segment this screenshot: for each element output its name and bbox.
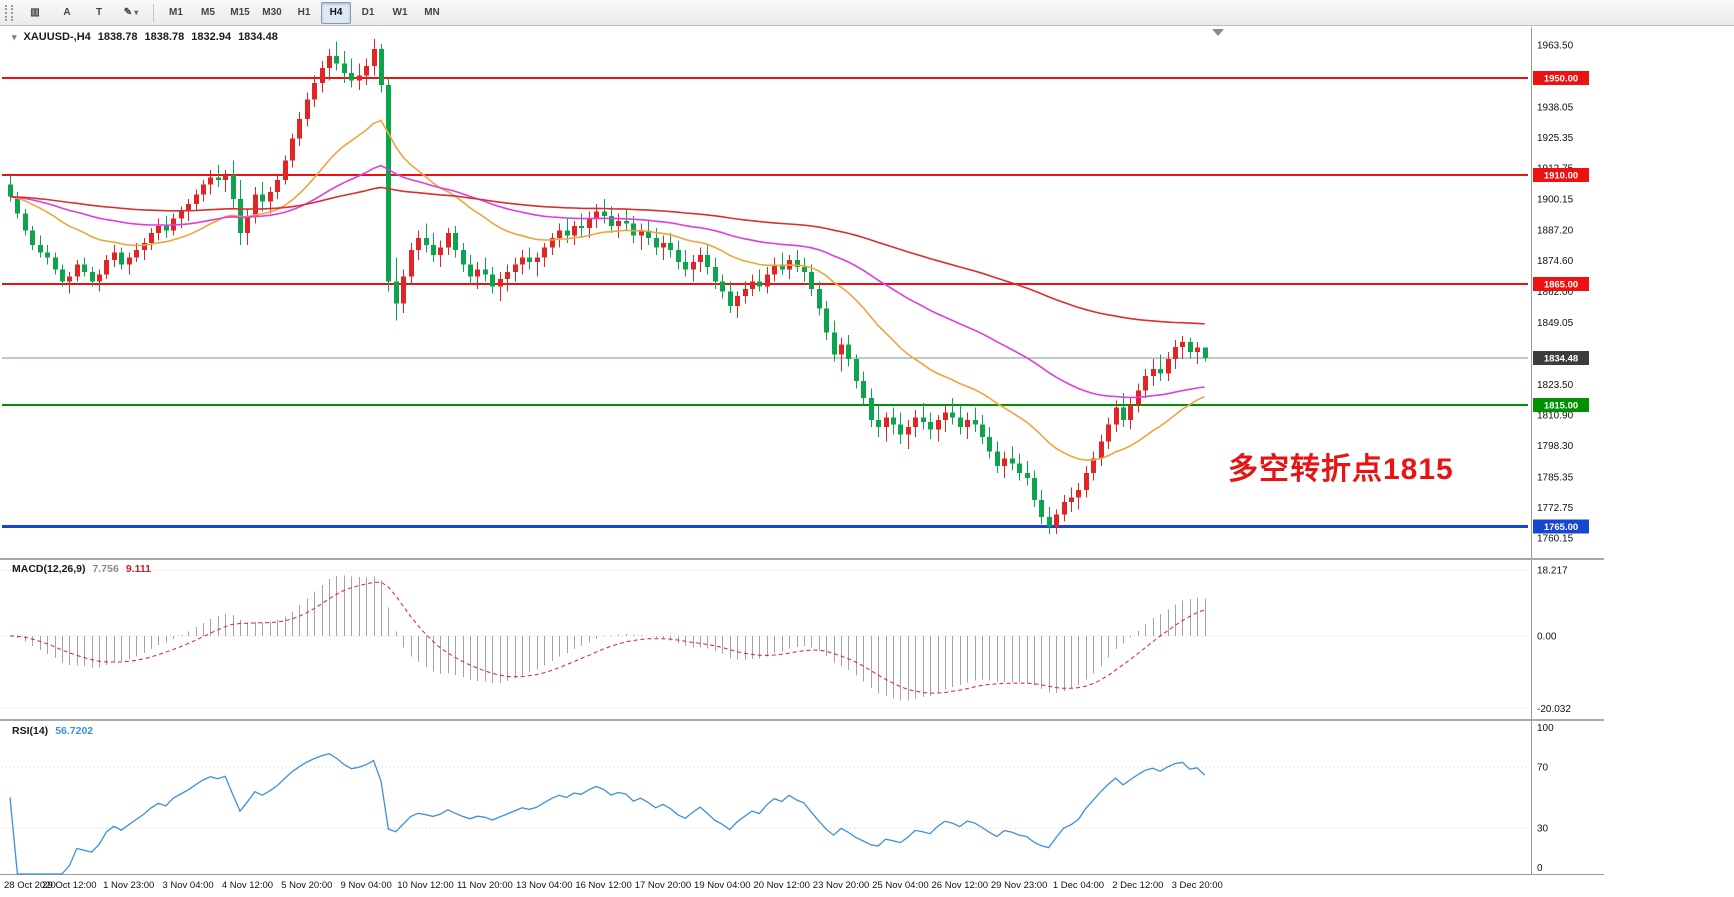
date-label: 29 Nov 23:00	[991, 880, 1048, 891]
price-tick-label: 1862.00	[1537, 287, 1574, 298]
price-badge-label: 1834.48	[1544, 354, 1578, 365]
ohlc-close: 1834.48	[238, 31, 278, 43]
price-tick-label: 1849.05	[1537, 318, 1574, 329]
price-tick-label: 1785.35	[1537, 473, 1574, 484]
annotation-text: 多空转折点1815	[1228, 453, 1454, 486]
macd-name: MACD(12,26,9)	[12, 563, 86, 575]
cursor-tool-button[interactable]: A	[63, 7, 71, 18]
timeframe-button-H4[interactable]: H4	[321, 1, 351, 24]
price-badge-label: 1910.00	[1544, 170, 1578, 181]
price-tick-label: 1938.05	[1537, 102, 1574, 113]
rsi-value: 56.7202	[55, 725, 94, 737]
macd-axis-label: -20.032	[1537, 704, 1571, 715]
price-badge	[1533, 167, 1589, 182]
date-label: 9 Nov 04:00	[341, 880, 392, 891]
drawing-tools-button[interactable]: ✎ ▾	[123, 7, 139, 18]
ohlc-open: 1838.78	[97, 31, 138, 43]
timeframe-buttons: M1 M5 M15 M30 H1 H4 D1 W1 MN	[161, 1, 447, 24]
ma-line-24	[9, 119, 1205, 461]
date-label: 4 Nov 12:00	[222, 880, 273, 891]
date-label: 28 Oct 2020	[4, 880, 56, 891]
price-badge	[1533, 351, 1589, 366]
price-tick-label: 1810.90	[1537, 411, 1574, 422]
ohlc-high: 1838.78	[144, 31, 185, 43]
candles	[8, 39, 1208, 534]
timeframe-button-M1[interactable]: M1	[169, 7, 183, 18]
toolbar-grip[interactable]	[5, 4, 13, 21]
timeframe-button-MN[interactable]: MN	[424, 7, 440, 18]
rsi-axis-label: 0	[1537, 863, 1543, 874]
date-label: 10 Nov 12:00	[397, 880, 454, 891]
chart-title: ▾ XAUUSD-,H4 1838.78 1838.78 1832.94 183…	[12, 31, 278, 43]
price-badge-label: 1865.00	[1544, 280, 1578, 291]
price-badge	[1533, 277, 1589, 292]
ma-line-60	[9, 164, 1205, 399]
macd-signal-line	[9, 581, 1205, 694]
chevron-down-icon[interactable]: ▾	[12, 31, 17, 42]
tool-buttons: ▥ A T ✎ ▾	[20, 2, 146, 24]
price-tick-label: 1798.30	[1537, 441, 1574, 452]
price-tick-label: 1874.60	[1537, 256, 1574, 267]
date-label: 16 Nov 12:00	[575, 880, 632, 891]
macd-axis-label: 18.217	[1537, 566, 1568, 577]
rsi-line	[9, 752, 1206, 875]
price-tick-label: 1760.15	[1537, 534, 1574, 545]
price-badge	[1533, 519, 1589, 534]
price-badge-label: 1815.00	[1544, 401, 1578, 412]
chevron-down-icon: ▾	[134, 8, 139, 17]
ohlc-low: 1832.94	[191, 31, 232, 43]
date-label: 1 Dec 04:00	[1053, 880, 1104, 891]
price-badge-label: 1765.00	[1544, 522, 1578, 533]
date-label: 13 Nov 04:00	[516, 880, 573, 891]
rsi-indicator-label: RSI(14) 56.7202	[12, 725, 93, 737]
date-label: 25 Nov 04:00	[872, 880, 929, 891]
date-label: 3 Dec 20:00	[1172, 880, 1223, 891]
date-label: 26 Nov 12:00	[932, 880, 989, 891]
macd-histogram	[16, 575, 1207, 701]
date-label: 5 Nov 20:00	[281, 880, 332, 891]
price-tick-label: 1772.75	[1537, 503, 1574, 514]
date-label: 2 Dec 12:00	[1112, 880, 1163, 891]
price-tick-label: 1925.35	[1537, 133, 1574, 144]
text-tool-button[interactable]: T	[95, 7, 103, 18]
price-tick-label: 1963.50	[1537, 41, 1574, 52]
ma-line-150	[9, 186, 1205, 325]
date-label: 17 Nov 20:00	[635, 880, 692, 891]
price-tick-label: 1900.15	[1537, 194, 1574, 205]
timeframe-button-D1[interactable]: D1	[361, 7, 375, 18]
chart-mode-button[interactable]: ▥	[30, 7, 40, 18]
price-badge	[1533, 398, 1589, 413]
chart-shift-marker[interactable]	[1212, 29, 1224, 36]
date-label: 29 Oct 12:00	[42, 880, 96, 891]
timeframe-button-H1[interactable]: H1	[297, 7, 311, 18]
date-label: 20 Nov 12:00	[753, 880, 810, 891]
timeframe-button-M15[interactable]: M15	[230, 7, 250, 18]
macd-indicator-label: MACD(12,26,9) 7.756 9.111	[12, 563, 151, 575]
price-badge	[1533, 70, 1589, 85]
rsi-axis-label: 70	[1537, 762, 1549, 773]
toolbar-separator	[153, 3, 154, 22]
symbol-period-label: XAUUSD-,H4	[23, 31, 91, 43]
price-tick-label: 1823.50	[1537, 380, 1574, 391]
date-label: 3 Nov 04:00	[162, 880, 213, 891]
rsi-axis-label: 30	[1537, 824, 1549, 835]
timeframe-button-M5[interactable]: M5	[201, 7, 215, 18]
price-badge-label: 1950.00	[1544, 73, 1578, 84]
rsi-name: RSI(14)	[12, 725, 49, 737]
macd-signal-value: 9.111	[125, 563, 151, 575]
date-label: 23 Nov 20:00	[813, 880, 870, 891]
date-label: 19 Nov 04:00	[694, 880, 751, 891]
date-label: 1 Nov 23:00	[103, 880, 154, 891]
timeframe-button-M30[interactable]: M30	[262, 7, 282, 18]
date-label: 11 Nov 20:00	[457, 880, 513, 891]
rsi-axis-label: 100	[1537, 723, 1554, 734]
macd-main-value: 7.756	[92, 563, 119, 575]
toolbar: ▥ A T ✎ ▾ M1 M5 M15 M30 H1 H4 D1 W1 MN	[0, 0, 1734, 26]
price-tick-label: 1887.20	[1537, 226, 1574, 237]
timeframe-button-W1[interactable]: W1	[392, 7, 408, 18]
macd-axis-label: 0.00	[1537, 631, 1557, 642]
